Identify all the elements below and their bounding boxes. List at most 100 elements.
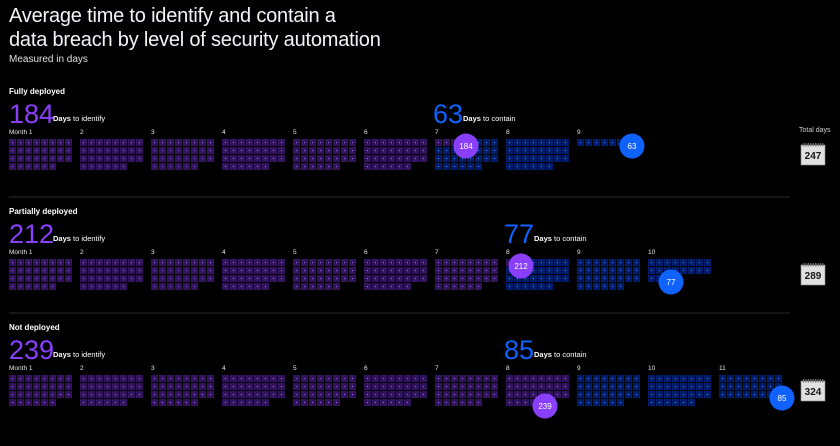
- day-cell-dot: [185, 377, 188, 380]
- calendar-ring: [812, 379, 814, 383]
- day-cell-dot: [169, 285, 172, 288]
- contain-caption-bold: Days: [534, 234, 552, 243]
- day-cell-dot: [177, 269, 180, 272]
- day-cell-dot: [169, 157, 172, 160]
- day-cell-dot: [280, 377, 283, 380]
- day-cell-dot: [256, 141, 259, 144]
- day-cell-dot: [114, 149, 117, 152]
- day-cell-dot: [374, 157, 377, 160]
- day-cell-dot: [98, 401, 101, 404]
- day-cell-dot: [414, 377, 417, 380]
- day-cell-dot: [27, 393, 30, 396]
- day-cell-dot: [35, 401, 38, 404]
- day-cell-dot: [398, 149, 401, 152]
- day-cell-dot: [587, 269, 590, 272]
- day-cell-dot: [240, 277, 243, 280]
- day-cell-dot: [398, 141, 401, 144]
- day-cell-dot: [82, 165, 85, 168]
- day-cell-dot: [67, 261, 70, 264]
- day-cell-dot: [201, 141, 204, 144]
- day-cell-dot: [59, 393, 62, 396]
- day-cell-dot: [453, 393, 456, 396]
- day-cell-dot: [161, 261, 164, 264]
- day-cell-dot: [43, 285, 46, 288]
- day-cell-dot: [516, 165, 519, 168]
- day-cell-dot: [406, 401, 409, 404]
- day-cell-dot: [138, 269, 141, 272]
- day-cell-dot: [579, 261, 582, 264]
- day-cell-dot: [516, 141, 519, 144]
- day-cell-dot: [303, 377, 306, 380]
- section-title: Partially deployed: [9, 207, 78, 216]
- day-cell-dot: [240, 393, 243, 396]
- day-cell-dot: [319, 285, 322, 288]
- day-cell-dot: [82, 277, 85, 280]
- day-cell-dot: [27, 157, 30, 160]
- day-cell-dot: [35, 149, 38, 152]
- day-cell-dot: [280, 157, 283, 160]
- identify-caption-rest: to identify: [71, 350, 105, 359]
- day-cell-dot: [516, 401, 519, 404]
- day-cell-dot: [366, 285, 369, 288]
- day-cell-dot: [508, 393, 511, 396]
- calendar-ring: [822, 379, 824, 383]
- day-cell-dot: [493, 277, 496, 280]
- day-cell-dot: [248, 165, 251, 168]
- identify-days-caption: Days to identify: [53, 234, 105, 243]
- day-cell-dot: [51, 393, 54, 396]
- day-cell-dot: [524, 393, 527, 396]
- calendar-ring: [805, 143, 807, 147]
- contain-bubble-label: 85: [778, 394, 787, 403]
- day-cell-dot: [248, 261, 251, 264]
- day-cell-dot: [43, 401, 46, 404]
- day-cell-dot: [469, 277, 472, 280]
- day-cell-dot: [595, 401, 598, 404]
- day-cell-dot: [27, 269, 30, 272]
- day-cell-dot: [579, 377, 582, 380]
- calendar-ring: [810, 263, 812, 267]
- day-cell-dot: [272, 385, 275, 388]
- day-cell-dot: [674, 377, 677, 380]
- day-cell-dot: [272, 157, 275, 160]
- day-cell-dot: [603, 277, 606, 280]
- day-cell-dot: [272, 277, 275, 280]
- day-cell-dot: [11, 393, 14, 396]
- day-cell-dot: [161, 269, 164, 272]
- day-cell-dot: [374, 385, 377, 388]
- day-cell-dot: [658, 261, 661, 264]
- day-cell-dot: [59, 277, 62, 280]
- contain-bubble: [658, 269, 684, 295]
- day-cell-dot: [374, 261, 377, 264]
- day-cell-dot: [666, 385, 669, 388]
- contain-days-caption: Days to contain: [534, 234, 587, 243]
- day-cell-dot: [232, 261, 235, 264]
- day-cell-dot: [477, 269, 480, 272]
- day-cell-dot: [185, 277, 188, 280]
- day-cell-dot: [548, 277, 551, 280]
- day-cell-dot: [169, 277, 172, 280]
- day-cell-dot: [603, 393, 606, 396]
- day-cell-dot: [82, 401, 85, 404]
- day-cell-dot: [477, 141, 480, 144]
- day-cell-dot: [658, 401, 661, 404]
- identify-caption-rest: to identify: [71, 114, 105, 123]
- day-cell-dot: [248, 393, 251, 396]
- day-cell-dot: [658, 393, 661, 396]
- day-cell-dot: [335, 149, 338, 152]
- day-cell-dot: [27, 149, 30, 152]
- day-cell-dot: [256, 401, 259, 404]
- day-cell-dot: [343, 157, 346, 160]
- day-cell-dot: [690, 377, 693, 380]
- day-cell-dot: [406, 285, 409, 288]
- day-cell-dot: [98, 149, 101, 152]
- day-cell-dot: [374, 149, 377, 152]
- day-cell-dot: [532, 261, 535, 264]
- day-cell-dot: [729, 377, 732, 380]
- day-cell-dot: [27, 285, 30, 288]
- day-cell-dot: [67, 269, 70, 272]
- day-cell-dot: [35, 377, 38, 380]
- day-cell-dot: [335, 285, 338, 288]
- day-cell-dot: [469, 401, 472, 404]
- day-cell-dot: [753, 377, 756, 380]
- day-cell-dot: [398, 401, 401, 404]
